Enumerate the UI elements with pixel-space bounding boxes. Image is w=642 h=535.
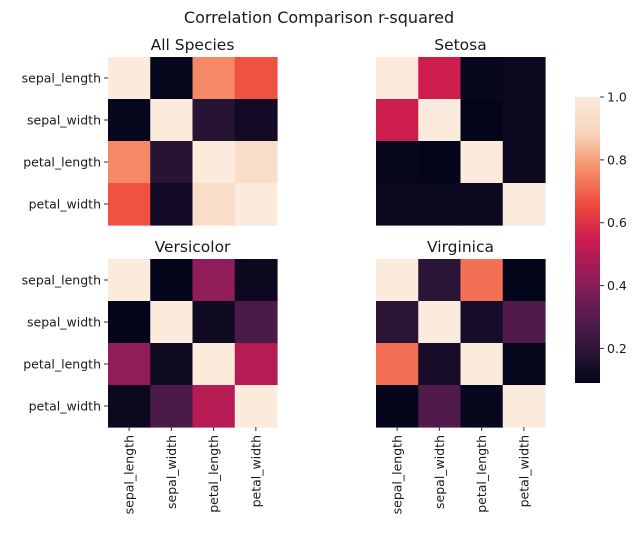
heatmap-cell xyxy=(418,343,462,386)
heatmap-cell xyxy=(460,99,504,142)
heatmap-cell xyxy=(192,259,236,302)
y-tick-label: petal_length xyxy=(23,155,101,170)
heatmap-cell xyxy=(192,141,236,184)
heatmap-cell xyxy=(376,301,419,344)
panel-title: Virginica xyxy=(427,238,494,256)
heatmap-cell xyxy=(460,259,504,302)
x-tick-label: petal_width xyxy=(516,435,531,507)
colorbar: 0.2 0.4 0.6 0.8 1.0 xyxy=(575,90,627,383)
colorbar-gradient xyxy=(575,97,600,383)
heatmap-cell xyxy=(108,183,151,226)
heatmap-cell xyxy=(460,385,504,428)
heatmap-cell xyxy=(192,385,236,428)
heatmap-cell xyxy=(234,343,278,386)
heatmap-panel: All Species sepal_length sepal_width petal_… xyxy=(22,36,278,226)
y-tick-label: sepal_width xyxy=(27,315,101,330)
heatmap-cell xyxy=(150,141,194,184)
x-tick-label: sepal_length xyxy=(390,435,405,514)
heatmap-cell xyxy=(108,99,151,142)
heatmap-cell xyxy=(150,57,194,100)
heatmap-cell xyxy=(234,141,278,184)
y-tick-label: petal_length xyxy=(23,357,101,372)
heatmap-cell xyxy=(150,343,194,386)
heatmap-cell xyxy=(234,99,278,142)
x-tick-label: petal_length xyxy=(206,435,221,513)
heatmap-cell xyxy=(502,343,546,386)
heatmap-cell xyxy=(418,259,462,302)
heatmap-cell xyxy=(108,259,151,302)
heatmap-cell xyxy=(502,301,546,344)
y-tick-label: sepal_length xyxy=(22,273,101,288)
heatmap-cell xyxy=(192,57,236,100)
heatmap-cell xyxy=(108,141,151,184)
colorbar-tick-label: 0.2 xyxy=(607,341,627,356)
heatmap-cell xyxy=(418,57,462,100)
heatmap-cell xyxy=(460,343,504,386)
heatmap-cell xyxy=(418,183,462,226)
heatmap-cell xyxy=(376,183,419,226)
heatmap-cell xyxy=(418,141,462,184)
heatmap-cell xyxy=(108,385,151,428)
heatmap-cell xyxy=(460,57,504,100)
y-tick-label: sepal_width xyxy=(27,113,101,128)
heatmap-cell xyxy=(150,183,194,226)
heatmap-cell xyxy=(376,259,419,302)
panel-title: Versicolor xyxy=(155,238,231,256)
x-tick-label: petal_width xyxy=(248,435,263,507)
heatmap-cell xyxy=(376,343,419,386)
panel-title: Setosa xyxy=(434,36,487,54)
colorbar-tick-label: 0.8 xyxy=(607,152,627,167)
heatmap-cell xyxy=(460,183,504,226)
colorbar-tick-label: 0.6 xyxy=(607,215,627,230)
x-tick-label: petal_length xyxy=(474,435,489,513)
figure-title: Correlation Comparison r-squared xyxy=(184,8,454,27)
heatmap-cell xyxy=(376,99,419,142)
heatmap-cell xyxy=(192,99,236,142)
colorbar-tick-label: 1.0 xyxy=(607,90,627,105)
heatmap-panel: Versicolor sepal_length sepal_width petal_l… xyxy=(22,238,278,514)
heatmap-cell xyxy=(502,57,546,100)
x-tick-label: sepal_width xyxy=(164,435,179,509)
heatmap-cell xyxy=(234,259,278,302)
y-tick-label: sepal_length xyxy=(22,71,101,86)
x-tick-label: sepal_width xyxy=(432,435,447,509)
heatmap-panel: Virginica sepal_length sepal_width petal_le… xyxy=(376,238,546,514)
heatmap-cell xyxy=(234,57,278,100)
heatmap-panels: All Species sepal_length sepal_width petal_… xyxy=(22,36,546,514)
heatmap-cell xyxy=(460,301,504,344)
heatmap-cell xyxy=(150,259,194,302)
heatmap-cell xyxy=(192,301,236,344)
heatmap-cell xyxy=(234,183,278,226)
heatmap-panel: Setosa xyxy=(376,36,546,226)
heatmap-cell xyxy=(502,385,546,428)
heatmap-cell xyxy=(502,183,546,226)
heatmap-cell xyxy=(150,301,194,344)
heatmap-cell xyxy=(108,343,151,386)
y-tick-label: petal_width xyxy=(29,399,101,414)
heatmap-cell xyxy=(108,301,151,344)
colorbar-tick-label: 0.4 xyxy=(607,278,627,293)
heatmap-cell xyxy=(502,259,546,302)
heatmap-cell xyxy=(418,301,462,344)
heatmap-cell xyxy=(502,99,546,142)
heatmap-cell xyxy=(192,343,236,386)
heatmap-cell xyxy=(234,301,278,344)
heatmap-cell xyxy=(108,57,151,100)
heatmap-cell xyxy=(418,385,462,428)
heatmap-cell xyxy=(234,385,278,428)
heatmap-cell xyxy=(418,99,462,142)
x-tick-label: sepal_length xyxy=(122,435,137,514)
heatmap-cell xyxy=(192,183,236,226)
heatmap-cell xyxy=(150,99,194,142)
heatmap-cell xyxy=(150,385,194,428)
panel-title: All Species xyxy=(151,36,235,54)
heatmap-cell xyxy=(376,141,419,184)
heatmap-cell xyxy=(502,141,546,184)
heatmap-cell xyxy=(376,57,419,100)
y-tick-label: petal_width xyxy=(29,197,101,212)
heatmap-cell xyxy=(376,385,419,428)
heatmap-cell xyxy=(460,141,504,184)
